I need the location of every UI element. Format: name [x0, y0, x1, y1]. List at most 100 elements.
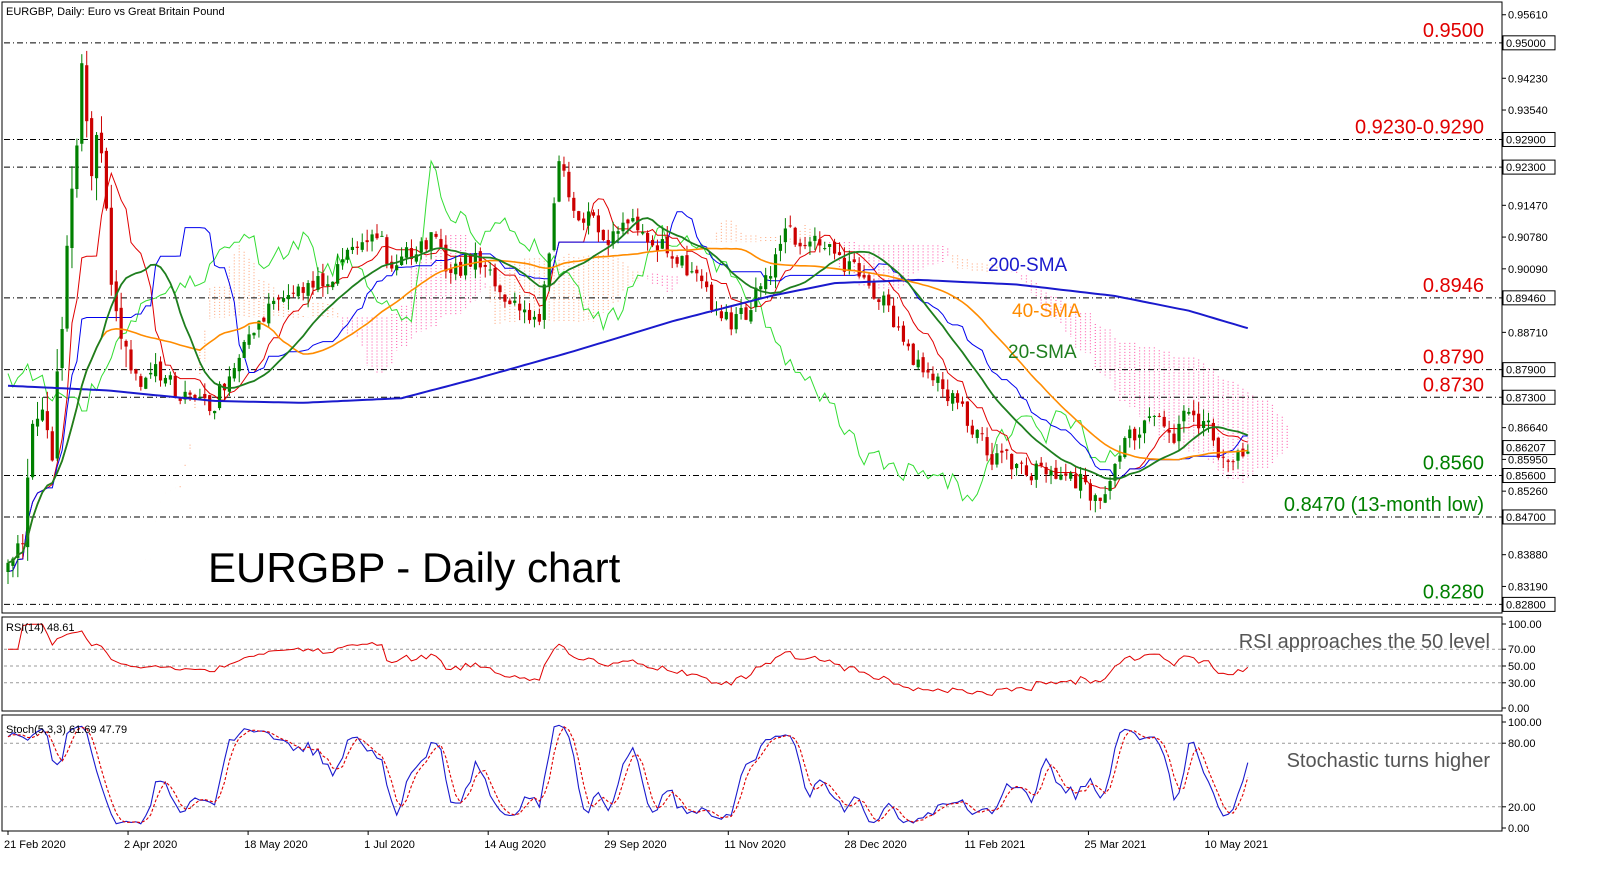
price-box — [1502, 131, 1556, 147]
candle-body — [596, 215, 600, 233]
candle-body — [1152, 415, 1156, 417]
candle-body — [109, 207, 113, 285]
candle-body — [1049, 470, 1053, 476]
price-tick-label: 0.83190 — [1508, 581, 1548, 593]
candle-body — [301, 287, 305, 293]
candle-body — [286, 295, 291, 300]
price-tick-label: 0.85260 — [1508, 486, 1548, 498]
stoch-panel-frame — [1, 714, 1503, 832]
candle-body — [360, 242, 364, 250]
price-tick-label: 0.95610 — [1508, 10, 1548, 22]
candle-body — [104, 150, 108, 209]
price-tick-label: 0.90090 — [1508, 264, 1548, 276]
candle-body — [960, 401, 965, 404]
candle-body — [1182, 410, 1186, 422]
sma200-label: 200-SMA — [988, 255, 1068, 276]
candle-body — [946, 389, 950, 402]
stoch-title: Stoch(5,3,3) 61.69 47.79 — [6, 724, 127, 736]
candle-body — [183, 391, 187, 400]
candle-body — [291, 292, 295, 294]
candle-body — [892, 305, 896, 328]
candle-body — [1029, 476, 1033, 481]
candle-body — [1241, 448, 1245, 457]
candle-body — [537, 314, 541, 322]
candle-body — [896, 326, 901, 328]
candle-body — [655, 245, 660, 252]
candle-body — [35, 418, 40, 427]
rsi-tick-label: 30.00 — [1508, 678, 1536, 690]
price-box-label: 0.85600 — [1506, 471, 1546, 483]
candle-body — [429, 232, 433, 251]
candle-body — [459, 261, 463, 276]
candle-body — [591, 212, 596, 216]
candle-body — [857, 263, 861, 277]
candle-body — [1206, 420, 1211, 423]
candle-body — [709, 284, 714, 310]
price-box-label: 0.95000 — [1506, 38, 1546, 50]
candle-body — [340, 259, 345, 263]
candle-body — [1108, 481, 1112, 491]
candle-body — [80, 63, 84, 144]
candle-body — [45, 411, 49, 431]
price-box — [1502, 509, 1556, 525]
candle-body — [380, 235, 384, 237]
candle-body — [65, 245, 69, 329]
candle-body — [1078, 473, 1083, 491]
candle-body — [547, 253, 551, 287]
candle-body — [793, 227, 797, 245]
candle-body — [955, 393, 960, 403]
level-label: 0.9230-0.9290 — [1355, 116, 1484, 138]
candle-body — [557, 161, 561, 202]
candle-body — [951, 393, 955, 404]
price-box-label: 0.89460 — [1506, 293, 1546, 305]
price-box — [1502, 35, 1556, 51]
candle-body — [75, 145, 79, 190]
candle-body — [1015, 463, 1019, 469]
candle-body — [1211, 422, 1215, 441]
candle-body — [119, 307, 123, 339]
candle-body — [419, 241, 423, 253]
candle-body — [724, 311, 728, 320]
time-tick-label: 25 Mar 2021 — [1084, 839, 1146, 851]
candle-body — [911, 343, 915, 365]
candle-body — [55, 371, 59, 459]
candle-body — [926, 370, 930, 373]
candle-body — [1059, 474, 1063, 480]
candle-body — [621, 222, 625, 232]
candle-body — [257, 320, 261, 330]
candle-body — [26, 477, 30, 548]
candle-body — [572, 197, 576, 211]
candle-body — [1044, 466, 1048, 475]
level-label: 0.9500 — [1423, 20, 1484, 42]
candle-body — [749, 310, 753, 322]
price-box-label: 0.87300 — [1506, 392, 1546, 404]
candle-body — [99, 132, 104, 154]
candle-body — [769, 276, 773, 279]
candle-body — [778, 243, 783, 251]
candle-body — [813, 235, 817, 241]
candle-body — [488, 269, 492, 271]
time-tick-label: 29 Sep 2020 — [604, 839, 666, 851]
candle-body — [31, 423, 35, 478]
candle-body — [50, 431, 54, 461]
candle-body — [237, 357, 241, 372]
candle-body — [636, 216, 640, 231]
level-label: 0.8560 — [1423, 453, 1484, 475]
chikou-span-line — [7, 159, 1121, 502]
candle-body — [1157, 415, 1161, 417]
candle-body — [316, 276, 320, 290]
candle-body — [764, 275, 768, 290]
candle-body — [208, 395, 212, 412]
candle-body — [1083, 475, 1088, 483]
candle-body — [842, 257, 846, 272]
candle-body — [921, 357, 925, 373]
time-tick-label: 11 Feb 2021 — [964, 839, 1025, 851]
stoch-tick-label: 80.00 — [1508, 738, 1536, 750]
candle-body — [542, 284, 546, 320]
candle-body — [336, 264, 340, 284]
candle-body — [646, 233, 650, 243]
candle-body — [641, 232, 645, 234]
candle-body — [370, 234, 374, 242]
price-tick-label: 0.83880 — [1508, 550, 1548, 562]
